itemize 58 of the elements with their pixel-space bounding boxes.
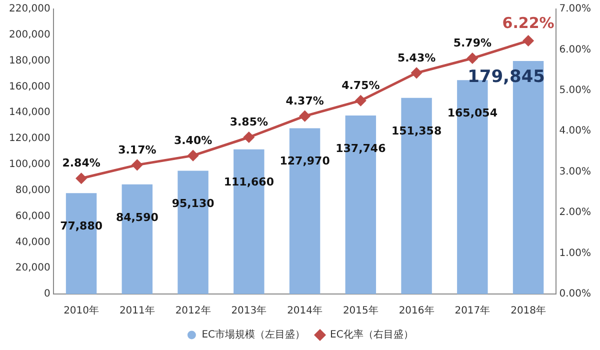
y-tick-label: 60,000 [15,210,50,222]
y2-tick-label: 2.00% [559,207,592,218]
data-label: 165,054 [447,106,498,120]
y-tick-label: 120,000 [8,133,50,144]
data-label: 111,660 [224,176,274,189]
data-label: 77,880 [60,219,103,232]
data-label: 137,746 [336,142,386,155]
data-label: 127,970 [280,154,330,168]
y-tick-label: 40,000 [15,236,50,248]
y-tick-label: 20,000 [15,262,50,274]
data-label: 95,130 [172,197,215,210]
x-tick-label: 2017年 [454,304,490,317]
x-tick-label: 2015年 [342,304,378,317]
x-tick-label: 2018年 [510,304,546,317]
x-tick-label: 2014年 [287,304,323,317]
x-tick-label: 2011年 [119,304,155,317]
x-tick-label: 2016年 [398,304,434,317]
point [244,132,254,142]
y2-tick-label: 6.00% [559,44,592,56]
y2-tick-label: 4.00% [559,126,592,137]
point [300,110,310,122]
point [467,53,478,64]
data-label: 2.84% [62,156,100,170]
point [523,36,534,46]
data-label: 4.37% [286,94,324,108]
y-tick-label: 140,000 [8,107,50,118]
legend-label: EC化率（右目盛） [330,328,414,341]
data-label: 5.79% [453,36,492,50]
y-tick-label: 0 [44,288,50,300]
y2-tick-label: 3.00% [559,166,592,178]
y2-tick-label: 1.00% [559,248,592,259]
data-label: 179,845 [468,66,546,87]
data-label: 3.85% [230,116,268,129]
data-label: 151,358 [391,124,442,138]
y2-tick-label: 5.00% [559,85,592,96]
y2-tick-label: 0.00% [559,288,592,300]
y-tick-label: 80,000 [15,184,50,196]
point [355,95,366,106]
data-label: 84,590 [116,210,159,224]
y2-tick-label: 7.00% [559,4,592,15]
point [132,160,142,170]
x-tick-label: 2013年 [231,304,267,317]
y-tick-label: 180,000 [8,55,50,66]
y-tick-label: 200,000 [8,30,50,41]
x-tick-label: 2010年 [64,304,100,317]
data-label: 3.17% [118,143,156,156]
data-label: 4.75% [342,78,380,92]
y-tick-label: 160,000 [8,81,50,92]
point [411,68,422,78]
legend-label: EC市場規模（左目盛） [202,328,306,341]
point [76,173,87,184]
y-tick-label: 100,000 [8,159,50,170]
point [188,150,198,161]
x-tick-label: 2012年 [175,304,211,317]
y-tick-label: 220,000 [8,4,50,15]
data-label: 3.40% [174,134,212,147]
data-label: 5.43% [397,51,436,64]
data-label: 6.22% [502,14,554,32]
